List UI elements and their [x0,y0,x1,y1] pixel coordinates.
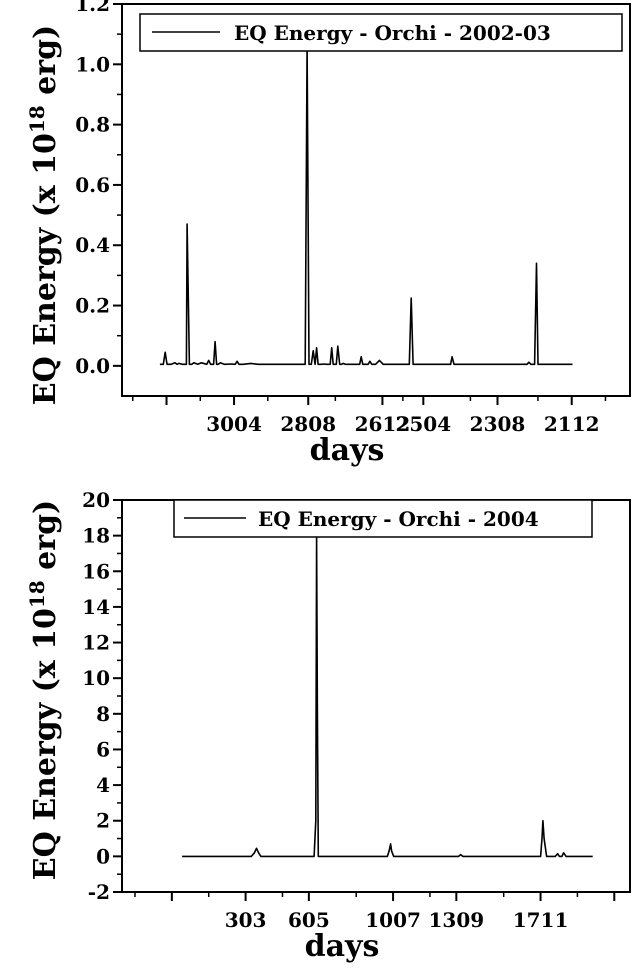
chart-1-x-tick-label: 3004 [206,412,262,436]
chart-2-y-tick-label: 4 [96,773,110,797]
chart-2-x-tick-label: 605 [288,908,330,932]
chart-2-series-line [182,536,593,858]
chart-1-y-tick-label: 1.2 [75,0,110,16]
chart-2-y-tick-label: 14 [82,595,110,619]
chart-2-y-tick-label: 20 [82,488,110,512]
chart-1-plot-frame [121,3,631,397]
chart-1-legend-box [139,13,623,52]
chart-2-x-tick-label: 1007 [365,908,421,932]
chart-2-y-axis-title: EQ Energy (x 1018 erg) [25,500,63,881]
chart-2-y-axis-title-suffix: erg) [28,500,63,581]
chart-2-y-tick-label: 12 [82,631,110,655]
chart-1-y-axis-title-prefix: EQ Energy (x 10 [28,133,63,405]
chart-1-y-tick-label: 0.8 [75,113,110,137]
chart-1-legend-label: EQ Energy - Orchi - 2002-03 [234,21,551,45]
chart-2-legend-label: EQ Energy - Orchi - 2004 [258,507,539,531]
chart-1-y-tick-label: 0.0 [75,354,110,378]
chart-2-y-tick-label: 16 [82,559,110,583]
chart-2-y-tick-label: 8 [96,702,110,726]
chart-2-series [182,536,593,858]
chart-2-x-axis-title: days [305,929,380,964]
chart-1-y-tick-label: 1.0 [75,52,110,76]
chart-2-legend: EQ Energy - Orchi - 2004 [173,499,593,538]
chart-2-y-tick-label: 10 [82,666,110,690]
chart-1-ticks [113,3,607,405]
chart-1-y-tick-label: 0.4 [75,233,110,257]
chart-2-y-axis-title-exponent: 18 [25,580,49,608]
chart-2: -2 0 2 4 6 8 10 12 14 16 18 20 303 605 1007 1309 1711 EQ… [25,488,631,964]
chart-1-y-axis-title: EQ Energy (x 1018 erg) [25,25,63,406]
chart-2-x-tick-label: 1309 [429,908,485,932]
chart-1-legend: EQ Energy - Orchi - 2002-03 [139,13,623,52]
chart-2-y-tick-label: 2 [96,809,110,833]
chart-1-series-line [159,45,573,366]
chart-1-x-tick-label: 2504 [395,412,451,436]
chart-1-x-tick-label: 2308 [470,412,526,436]
chart-2-y-tick-label: 18 [82,524,110,548]
chart-1-series [159,45,573,366]
chart-2-x-tick-label: 1711 [513,908,569,932]
chart-2-tick-labels: -2 0 2 4 6 8 10 12 14 16 18 20 303 605 1007 1309 1711 [82,488,568,932]
chart-2-plot-frame [121,499,631,893]
chart-1-y-axis-title-suffix: erg) [28,25,63,106]
chart-1-x-tick-label: 2112 [544,412,600,436]
chart-2-y-tick-label: 0 [96,844,110,868]
chart-1-y-axis-title-exponent: 18 [25,105,49,133]
chart-2-y-tick-label: 6 [96,737,110,761]
chart-2-y-tick-label: -2 [88,880,110,904]
chart-2-ticks [113,499,616,901]
chart-1-x-axis-title: days [310,433,385,468]
chart-2-x-tick-label: 303 [225,908,267,932]
chart-2-y-axis-title-prefix: EQ Energy (x 10 [28,608,63,880]
chart-1-y-tick-label: 0.6 [75,173,110,197]
chart-1-x-tick-label: 2808 [280,412,336,436]
chart-1-y-tick-label: 0.2 [75,294,110,318]
chart-1-x-tick-label: 2612 [355,412,411,436]
